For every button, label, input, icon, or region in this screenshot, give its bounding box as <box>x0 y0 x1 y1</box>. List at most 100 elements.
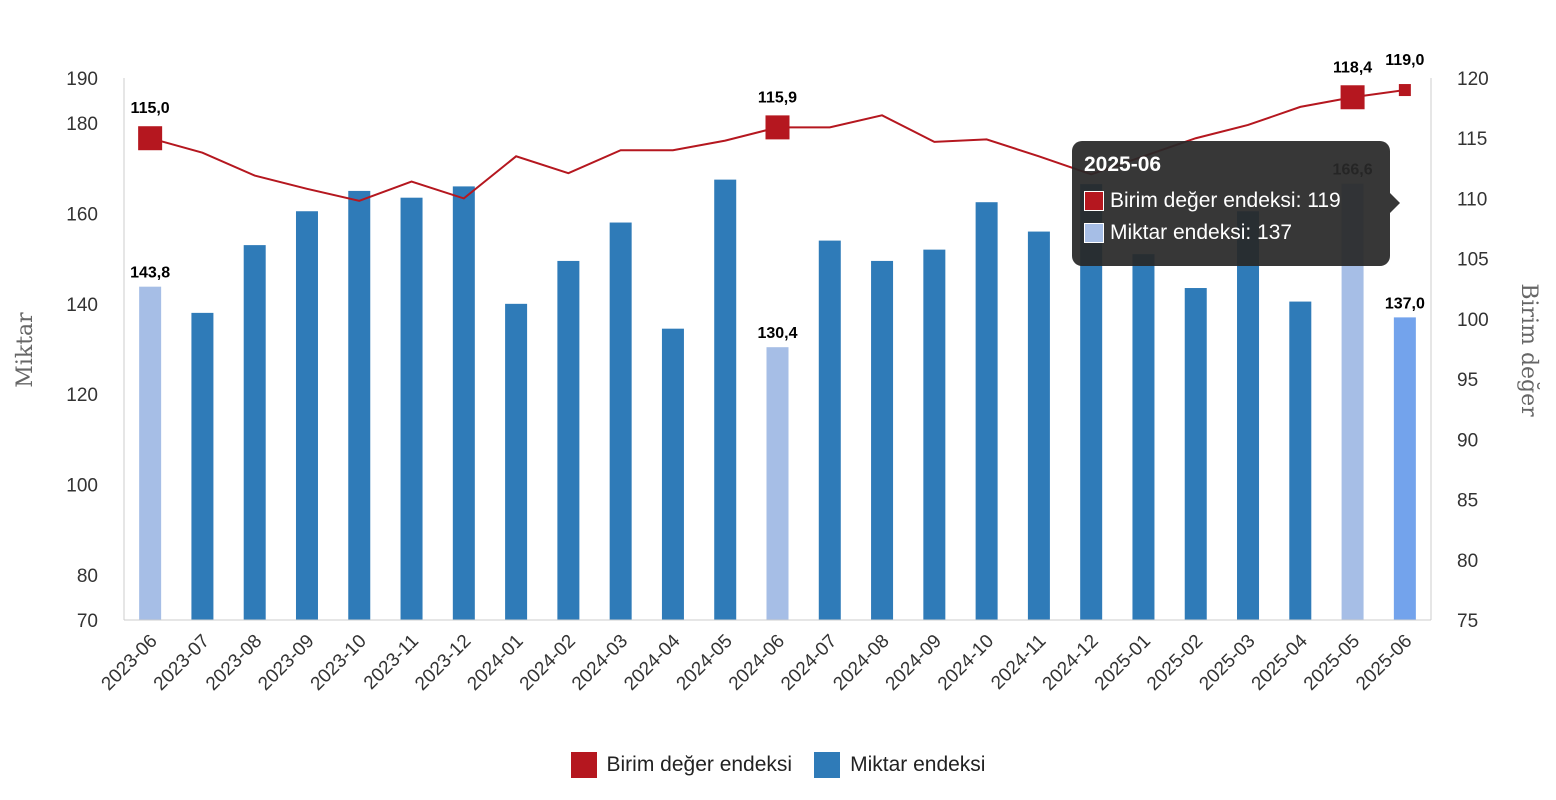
line-marker-2023-06[interactable] <box>138 126 163 151</box>
legend-item-miktar[interactable]: Miktar endeksi <box>814 752 985 778</box>
x-tick-label: 2024-08 <box>829 631 893 695</box>
left-tick-label: 180 <box>66 114 98 135</box>
left-tick-label: 120 <box>66 385 98 406</box>
bar-2024-01[interactable] <box>505 303 528 620</box>
x-tick-label: 2023-06 <box>98 631 162 695</box>
x-tick-label: 2024-02 <box>516 631 580 695</box>
bar-2024-11[interactable] <box>1027 231 1050 621</box>
line-data-label: 119,0 <box>1385 52 1424 69</box>
x-tick-label: 2023-09 <box>254 631 318 695</box>
right-tick-label: 95 <box>1457 370 1478 391</box>
x-tick-label: 2025-04 <box>1248 630 1312 694</box>
left-axis-title: Miktar <box>13 312 38 388</box>
legend-swatch-birim <box>570 752 597 778</box>
bar-2024-08[interactable] <box>871 260 894 620</box>
bar-2023-09[interactable] <box>295 211 318 620</box>
bar-2024-02[interactable] <box>557 260 580 620</box>
chart-tooltip: 2025-06 Birim değer endeksi: 119 Miktar … <box>1072 141 1400 266</box>
line-marker-2024-06[interactable] <box>765 115 790 140</box>
x-tick-label: 2024-05 <box>673 631 737 695</box>
chart-legend: Birim değer endeksi Miktar endeksi <box>0 752 1556 778</box>
bar-2025-05[interactable] <box>1341 183 1364 620</box>
right-tick-label: 85 <box>1457 491 1478 512</box>
tooltip-row-label: Miktar endeksi: 137 <box>1110 221 1293 244</box>
x-tick-label: 2024-07 <box>777 631 841 695</box>
x-tick-label: 2024-06 <box>725 631 789 695</box>
legend-item-birim[interactable]: Birim değer endeksi <box>570 752 793 778</box>
bar-series <box>139 179 1416 621</box>
left-tick-label: 70 <box>77 611 98 632</box>
right-y-axis: 75 80 85 90 95 100 105 110 115 120 <box>1430 69 1489 632</box>
x-tick-label: 2025-02 <box>1143 631 1207 695</box>
bar-2023-12[interactable] <box>452 186 475 620</box>
tooltip-title: 2025-06 <box>1084 153 1162 176</box>
x-tick-label: 2024-10 <box>934 631 998 695</box>
x-tick-label: 2023-11 <box>360 631 423 694</box>
line-series <box>138 84 1411 202</box>
tooltip-row-miktar: Miktar endeksi: 137 <box>1084 221 1378 245</box>
x-tick-label: 2025-05 <box>1300 631 1364 695</box>
line-data-label: 118,4 <box>1333 59 1372 76</box>
bar-2023-08[interactable] <box>243 245 266 620</box>
bar-2025-03[interactable] <box>1237 211 1260 620</box>
bar-2023-10[interactable] <box>348 190 371 620</box>
bar-2024-04[interactable] <box>661 328 684 620</box>
x-tick-label: 2023-07 <box>150 631 214 695</box>
right-tick-label: 100 <box>1457 310 1489 331</box>
right-tick-label: 75 <box>1457 611 1478 632</box>
bar-2025-02[interactable] <box>1184 288 1207 620</box>
x-tick-label: 2025-06 <box>1352 631 1416 695</box>
bar-2023-07[interactable] <box>191 312 214 620</box>
x-tick-label: 2024-12 <box>1039 631 1103 695</box>
bar-2024-09[interactable] <box>923 249 946 620</box>
left-tick-label: 160 <box>66 205 98 226</box>
tooltip-swatch-birim <box>1084 191 1104 211</box>
line-data-label: 115,9 <box>758 89 797 106</box>
bar-2024-07[interactable] <box>818 240 841 620</box>
x-tick-label: 2024-04 <box>620 630 684 694</box>
x-tick-label: 2025-03 <box>1195 631 1259 695</box>
right-tick-label: 80 <box>1457 551 1478 572</box>
bar-2023-06[interactable] <box>139 286 162 620</box>
left-tick-label: 100 <box>66 476 98 497</box>
left-tick-label: 140 <box>66 295 98 316</box>
legend-label: Miktar endeksi <box>850 753 986 776</box>
left-y-axis: 70 80 100 120 140 160 180 190 <box>66 69 125 632</box>
x-tick-label: 2023-10 <box>307 631 371 695</box>
x-tick-label: 2023-12 <box>411 631 475 695</box>
right-axis-title: Birim değer <box>1516 283 1541 417</box>
x-tick-label: 2024-01 <box>463 631 527 695</box>
left-tick-label: 80 <box>77 566 98 587</box>
bar-2023-11[interactable] <box>400 197 423 621</box>
x-tick-label: 2023-08 <box>202 631 266 695</box>
x-tick-label: 2024-03 <box>568 631 632 695</box>
bar-data-label: 137,0 <box>1385 295 1425 312</box>
tooltip-swatch-miktar <box>1084 223 1104 243</box>
right-tick-label: 110 <box>1457 189 1487 210</box>
legend-label: Birim değer endeksi <box>606 753 793 776</box>
legend-swatch-miktar <box>814 752 841 778</box>
x-tick-label: 2025-01 <box>1091 631 1155 695</box>
line-marker-2025-05[interactable] <box>1340 85 1365 110</box>
right-tick-label: 90 <box>1457 430 1478 451</box>
x-axis: 2023-062023-072023-082023-092023-102023-… <box>98 619 1431 695</box>
left-tick-label: 190 <box>66 69 98 90</box>
x-tick-label: 2024-09 <box>882 631 946 695</box>
right-tick-label: 105 <box>1457 250 1489 271</box>
tooltip-row-label: Birim değer endeksi: 119 <box>1110 189 1341 212</box>
tooltip-row-birim: Birim değer endeksi: 119 <box>1084 189 1378 213</box>
bar-2024-10[interactable] <box>975 202 998 621</box>
bar-2025-06[interactable] <box>1393 317 1416 620</box>
bar-data-label: 143,8 <box>130 265 170 282</box>
line-marker-2025-06[interactable] <box>1398 84 1411 97</box>
bar-2024-12[interactable] <box>1080 184 1103 620</box>
bar-2025-04[interactable] <box>1289 301 1312 620</box>
right-tick-label: 120 <box>1457 69 1489 90</box>
bar-2024-06[interactable] <box>766 347 789 620</box>
bar-2025-01[interactable] <box>1132 254 1155 620</box>
bar-data-label: 130,4 <box>757 325 797 342</box>
bar-2024-03[interactable] <box>609 222 632 621</box>
bar-2024-05[interactable] <box>714 179 737 620</box>
x-tick-label: 2024-11 <box>987 631 1050 694</box>
